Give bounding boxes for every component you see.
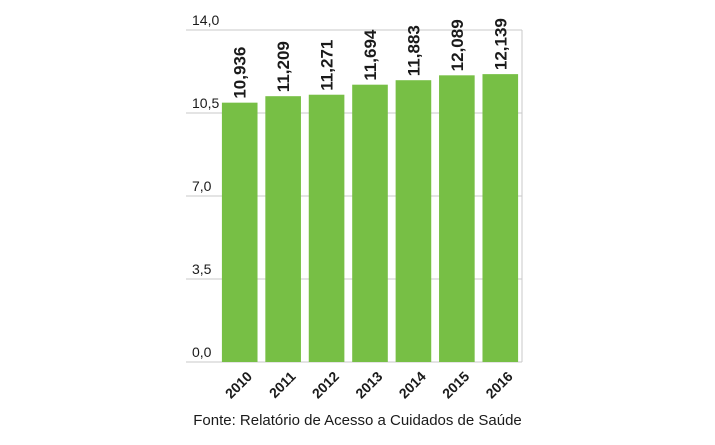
source-caption: Fonte: Relatório de Acesso a Cuidados de… xyxy=(193,412,522,429)
bar-2014 xyxy=(395,80,432,363)
x-tick-label: 2011 xyxy=(266,368,299,401)
bar-2012 xyxy=(308,94,345,363)
data-label: 11,271 xyxy=(318,40,337,91)
y-axis: 0,0 3,5 7,0 10,5 14,0 xyxy=(192,12,219,360)
y-tick-label: 7,0 xyxy=(192,178,212,194)
data-label: 12,139 xyxy=(491,18,510,70)
bar-2015 xyxy=(439,75,475,363)
bar-2010 xyxy=(221,102,258,362)
bar-2011 xyxy=(265,96,301,362)
data-label: 11,694 xyxy=(361,29,380,81)
x-tick-label: 2014 xyxy=(396,368,429,401)
data-labels: 10,936 11,209 11,271 11,694 11,883 12,089 12,1… xyxy=(231,18,511,99)
y-tick-label: 10,5 xyxy=(192,95,219,111)
x-tick-label: 2016 xyxy=(482,368,515,401)
y-tick-label: 3,5 xyxy=(192,261,212,277)
data-label: 10,936 xyxy=(231,47,250,99)
bar-2013 xyxy=(352,84,388,362)
y-tick-label: 14,0 xyxy=(192,12,219,28)
data-label: 11,883 xyxy=(404,25,423,76)
bar-2016 xyxy=(482,74,519,362)
bars xyxy=(221,74,519,363)
data-label: 12,089 xyxy=(448,19,467,71)
x-tick-label: 2013 xyxy=(352,368,385,401)
data-label: 11,209 xyxy=(274,41,293,92)
x-tick-label: 2012 xyxy=(309,368,342,401)
x-axis: 2010 2011 2012 2013 2014 2015 2016 xyxy=(222,368,516,401)
x-tick-label: 2010 xyxy=(222,368,255,401)
y-tick-label: 0,0 xyxy=(192,344,212,360)
x-tick-label: 2015 xyxy=(439,368,472,401)
